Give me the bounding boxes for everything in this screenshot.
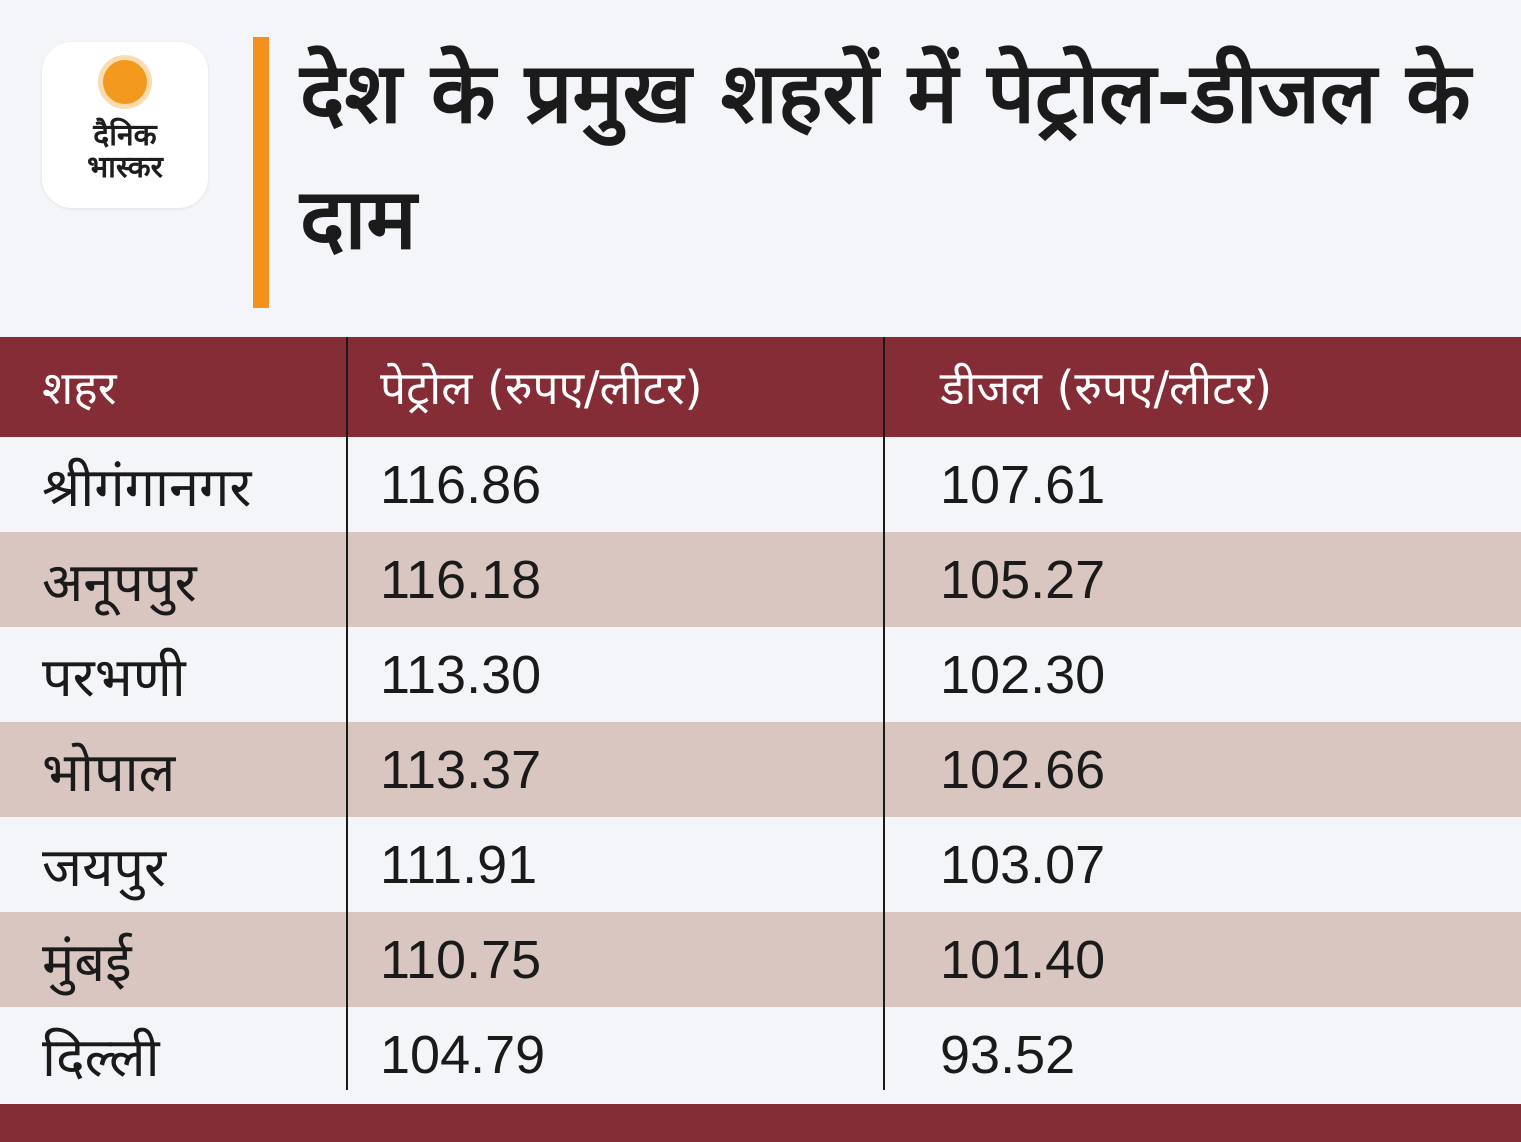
price-table: शहर पेट्रोल (रुपए/लीटर) डीजल (रुपए/लीटर)… <box>0 337 1521 1102</box>
diesel-price-cell: 105.27 <box>940 549 1106 610</box>
city-cell: परभणी <box>42 647 186 708</box>
table-row: जयपुर 111.91 103.07 <box>0 817 1521 912</box>
petrol-price-cell: 110.75 <box>380 929 542 990</box>
diesel-price-cell: 107.61 <box>940 454 1106 515</box>
logo-text-line1: दैनिक <box>93 118 157 153</box>
header-petrol: पेट्रोल (रुपए/लीटर) <box>380 361 703 415</box>
header: दैनिक भास्कर देश के प्रमुख शहरों में पेट… <box>0 0 1521 337</box>
sun-icon <box>103 60 147 104</box>
city-cell: श्रीगंगानगर <box>42 457 252 518</box>
city-cell: दिल्ली <box>42 1027 160 1088</box>
table-row: परभणी 113.30 102.30 <box>0 627 1521 722</box>
diesel-price-cell: 93.52 <box>940 1024 1076 1085</box>
city-cell: भोपाल <box>42 742 176 803</box>
logo-text-line2: भास्कर <box>87 150 163 185</box>
diesel-price-cell: 101.40 <box>940 929 1106 990</box>
diesel-price-cell: 102.66 <box>940 739 1106 800</box>
table-row: भोपाल 113.37 102.66 <box>0 722 1521 817</box>
table-row: श्रीगंगानगर 116.86 107.61 <box>0 437 1521 532</box>
footer-bar <box>0 1104 1521 1142</box>
page-title: देश के प्रमुख शहरों में पेट्रोल-डीजल के … <box>300 44 1471 268</box>
column-divider <box>883 337 885 1090</box>
city-cell: मुंबई <box>42 932 132 993</box>
petrol-price-cell: 113.30 <box>380 644 542 705</box>
city-cell: अनूपपुर <box>42 552 197 613</box>
city-cell: जयपुर <box>42 837 167 898</box>
accent-bar <box>253 37 269 308</box>
table-row: मुंबई 110.75 101.40 <box>0 912 1521 1007</box>
table-row: अनूपपुर 116.18 105.27 <box>0 532 1521 627</box>
diesel-price-cell: 103.07 <box>940 834 1106 895</box>
petrol-price-cell: 111.91 <box>380 834 538 895</box>
dainik-bhaskar-logo: दैनिक भास्कर <box>42 42 208 208</box>
table-row: दिल्ली 104.79 93.52 <box>0 1007 1521 1102</box>
header-city: शहर <box>42 361 117 415</box>
petrol-price-cell: 104.79 <box>380 1024 546 1085</box>
header-diesel: डीजल (रुपए/लीटर) <box>940 361 1273 415</box>
petrol-price-cell: 116.18 <box>380 549 542 610</box>
petrol-price-cell: 116.86 <box>380 454 542 515</box>
petrol-price-cell: 113.37 <box>380 739 542 800</box>
table-header-row: शहर पेट्रोल (रुपए/लीटर) डीजल (रुपए/लीटर) <box>0 337 1521 437</box>
column-divider <box>346 337 348 1090</box>
diesel-price-cell: 102.30 <box>940 644 1106 705</box>
